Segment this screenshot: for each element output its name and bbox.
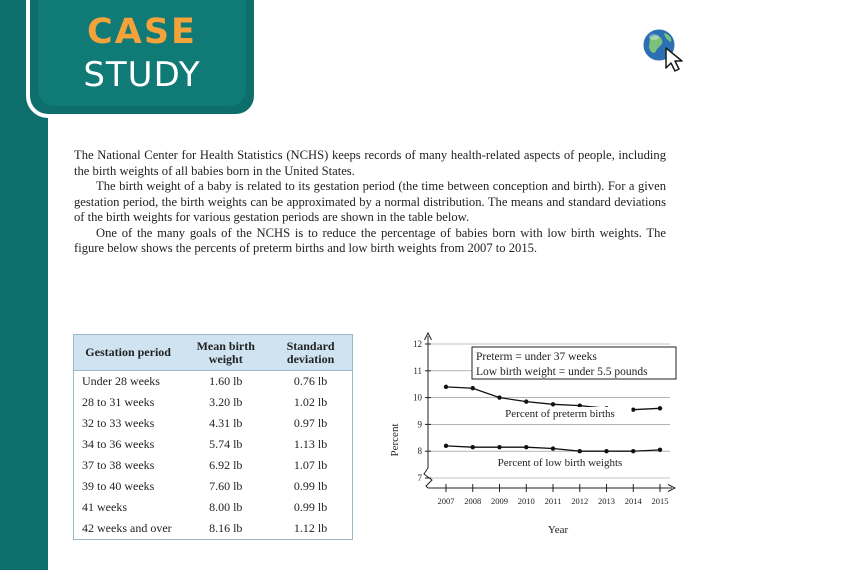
series-preterm-births-label: Percent of preterm births (505, 408, 615, 420)
header-mean-birth-weight: Mean birth weight (182, 334, 270, 371)
x-tick-label: 2008 (464, 496, 481, 506)
case-study-tab: CASE STUDY (26, 0, 258, 118)
mean-birth-weight-cell: 5.74 lb (209, 436, 243, 451)
gestation-period-cell: 34 to 36 weeks (82, 436, 155, 451)
data-point (631, 407, 636, 412)
y-axis-arrow (424, 331, 432, 341)
x-tick-label: 2013 (598, 496, 615, 506)
table-row: 34 to 36 weeks 5.74 lb 1.13 lb (74, 434, 353, 455)
data-point (631, 449, 636, 454)
data-point (497, 444, 502, 450)
standard-deviation-cell: 1.13 lb (293, 436, 328, 451)
header-gestation-period: Gestation period (73, 334, 183, 371)
x-tick-label: 2010 (518, 496, 535, 506)
standard-deviation-cell: 0.99 lb (293, 478, 328, 493)
data-point (497, 395, 502, 400)
standard-deviation-cell: 1.02 lb (293, 394, 328, 409)
mean-birth-weight-cell: 4.31 lb (209, 415, 243, 430)
gestation-period-cell: 41 weeks (82, 499, 127, 514)
table-row: 28 to 31 weeks 3.20 lb 1.02 lb (74, 392, 353, 413)
standard-deviation-cell: 1.12 lb (293, 520, 328, 535)
x-tick-label: 2007 (438, 496, 455, 506)
mean-birth-weight-cell: 8.00 lb (209, 499, 243, 514)
mean-birth-weight-cell: 6.92 lb (209, 457, 243, 472)
chart-series: Percent of preterm births Percent of low … (443, 384, 663, 469)
mean-birth-weight-cell: 1.60 lb (209, 374, 243, 388)
mean-birth-weight-cell: 3.20 lb (209, 394, 243, 409)
gestation-period-cell: 42 weeks and over (82, 520, 172, 535)
x-axis-arrow (667, 484, 677, 492)
data-point (443, 384, 449, 390)
x-tick-label: 2012 (571, 496, 588, 506)
standard-deviation-cell: 1.07 lb (293, 457, 328, 472)
table-row: 39 to 40 weeks 7.60 lb 0.99 lb (74, 476, 353, 497)
gestation-period-cell: Under 28 weeks (82, 374, 160, 388)
birth-weight-table: Gestation period Mean birth weight Stand… (73, 334, 353, 540)
table-row: 42 weeks and over 8.16 lb 1.12 lb (74, 518, 353, 540)
standard-deviation-cell: 0.97 lb (293, 415, 328, 430)
table-row: 41 weeks 8.00 lb 0.99 lb (74, 497, 353, 518)
table-row: 32 to 33 weeks 4.31 lb 0.97 lb (74, 413, 353, 434)
mean-birth-weight-cell: 8.16 lb (209, 520, 243, 535)
gestation-period-cell: 39 to 40 weeks (82, 478, 155, 493)
legend-entry-preterm: Preterm = under 37 weeks (476, 351, 597, 363)
data-point (550, 446, 556, 451)
gestation-period-cell: 32 to 33 weeks (82, 415, 155, 430)
data-point (524, 399, 529, 404)
paragraph-intro: The National Center for Health Statistic… (74, 148, 666, 178)
y-tick-label: 10 (413, 393, 423, 403)
table-row: Under 28 weeks 1.60 lb 0.76 lb (74, 371, 353, 393)
data-point (524, 444, 529, 450)
y-tick-label: 11 (413, 366, 422, 376)
page-title: Birth Weights in America (284, 18, 634, 69)
data-point (550, 402, 556, 407)
table-body: Under 28 weeks 1.60 lb 0.76 lb 28 to 31 wee… (74, 371, 353, 540)
chart-x-ticks: 2007 2008 2009 2010 2011 2012 2013 2014 2015 (438, 484, 669, 506)
x-tick-label: 2015 (652, 496, 669, 506)
table-header-row: Gestation period Mean birth weight Stand… (73, 334, 353, 371)
y-axis-break (423, 467, 433, 489)
x-tick-label: 2014 (625, 496, 643, 506)
data-point (577, 449, 582, 454)
legend-entry-low-birth-weight: Low birth weight = under 5.5 pounds (476, 366, 648, 378)
data-point (577, 403, 582, 408)
data-point (470, 386, 475, 391)
body-text: The National Center for Health Statistic… (74, 148, 666, 257)
gestation-period-cell: 37 to 38 weeks (82, 457, 155, 472)
mean-birth-weight-cell: 7.60 lb (209, 478, 243, 493)
data-point (657, 406, 663, 411)
table-row: 37 to 38 weeks 6.92 lb 1.07 lb (74, 455, 353, 476)
series-label-background (488, 407, 632, 420)
y-tick-label: 12 (413, 339, 422, 349)
case-study-tab-inner: CASE STUDY (38, 0, 246, 106)
x-tick-label: 2009 (491, 496, 508, 506)
data-point (604, 449, 609, 454)
standard-deviation-cell: 0.99 lb (293, 499, 328, 514)
paragraph-gestation: The birth weight of a baby is related to… (74, 179, 666, 224)
paragraph-goals: One of the many goals of the NCHS is to … (74, 225, 666, 256)
y-tick-label: 7 (418, 473, 423, 483)
case-study-label-case: CASE (87, 12, 197, 52)
x-tick-label: 2011 (545, 496, 562, 506)
series-label-background (480, 456, 640, 469)
case-study-label-study: STUDY (83, 55, 201, 95)
globe-cursor-icon[interactable] (638, 24, 686, 72)
standard-deviation-cell: 0.76 lb (293, 374, 328, 388)
data-point (657, 447, 663, 453)
data-point (470, 444, 475, 450)
x-axis-label: Year (548, 524, 569, 536)
y-axis-label: Percent (389, 424, 401, 457)
y-tick-label: 9 (418, 419, 423, 429)
data-point (443, 443, 449, 449)
series-low-birth-weights-label: Percent of low birth weights (498, 457, 623, 469)
y-tick-label: 8 (418, 446, 423, 456)
header-standard-deviation: Standard deviation (269, 334, 353, 371)
gestation-period-cell: 28 to 31 weeks (82, 394, 155, 409)
title-divider (267, 12, 269, 72)
legend-box (471, 346, 677, 380)
